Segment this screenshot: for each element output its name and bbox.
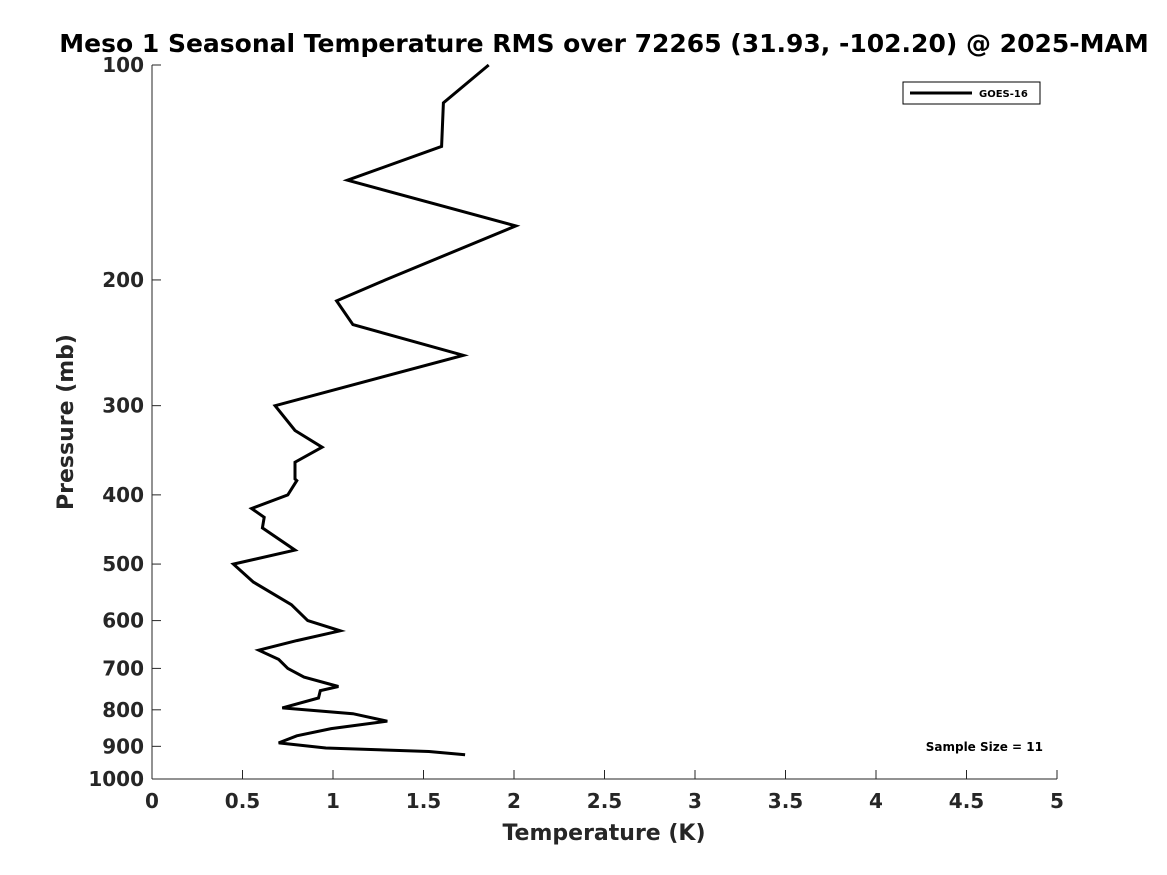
y-tick-label: 1000 [88,767,144,791]
y-tick-label: 600 [102,609,144,633]
legend: GOES-16 [902,81,1041,105]
y-tick-label: 500 [102,552,144,576]
x-tick-label: 4.5 [949,789,984,813]
legend-label-goes-16: GOES-16 [979,89,1028,100]
y-axis-label: Pressure (mb) [54,334,79,510]
y-tick-label: 800 [102,698,144,722]
series-line-goes-16 [230,63,521,757]
x-tick-label: 0.5 [225,789,260,813]
x-tick-label: 5 [1050,789,1064,813]
y-tick-label: 400 [102,483,144,507]
x-tick-label: 1 [326,789,340,813]
x-axis-label: Temperature (K) [502,821,705,846]
sample-size-annotation: Sample Size = 11 [926,740,1043,754]
y-tick-label: 900 [102,734,144,758]
y-tick-label: 300 [102,394,144,418]
y-tick-group: 100 200 300 400 500 600 700 800 900 1000 [88,53,161,791]
x-tick-label: 3 [688,789,702,813]
chart-title: Meso 1 Seasonal Temperature RMS over 722… [59,29,1148,58]
y-tick-label: 700 [102,656,144,680]
x-tick-group: 0 0.5 1 1.5 2 2.5 3 3.5 4 4.5 5 [145,770,1064,813]
x-tick-label: 2.5 [587,789,622,813]
x-tick-label: 4 [869,789,883,813]
x-tick-label: 3.5 [768,789,803,813]
y-tick-label: 200 [102,268,144,292]
x-tick-label: 0 [145,789,159,813]
x-tick-label: 1.5 [406,789,441,813]
series-layer [230,63,521,757]
y-tick-label: 100 [102,53,144,77]
x-tick-label: 2 [507,789,521,813]
